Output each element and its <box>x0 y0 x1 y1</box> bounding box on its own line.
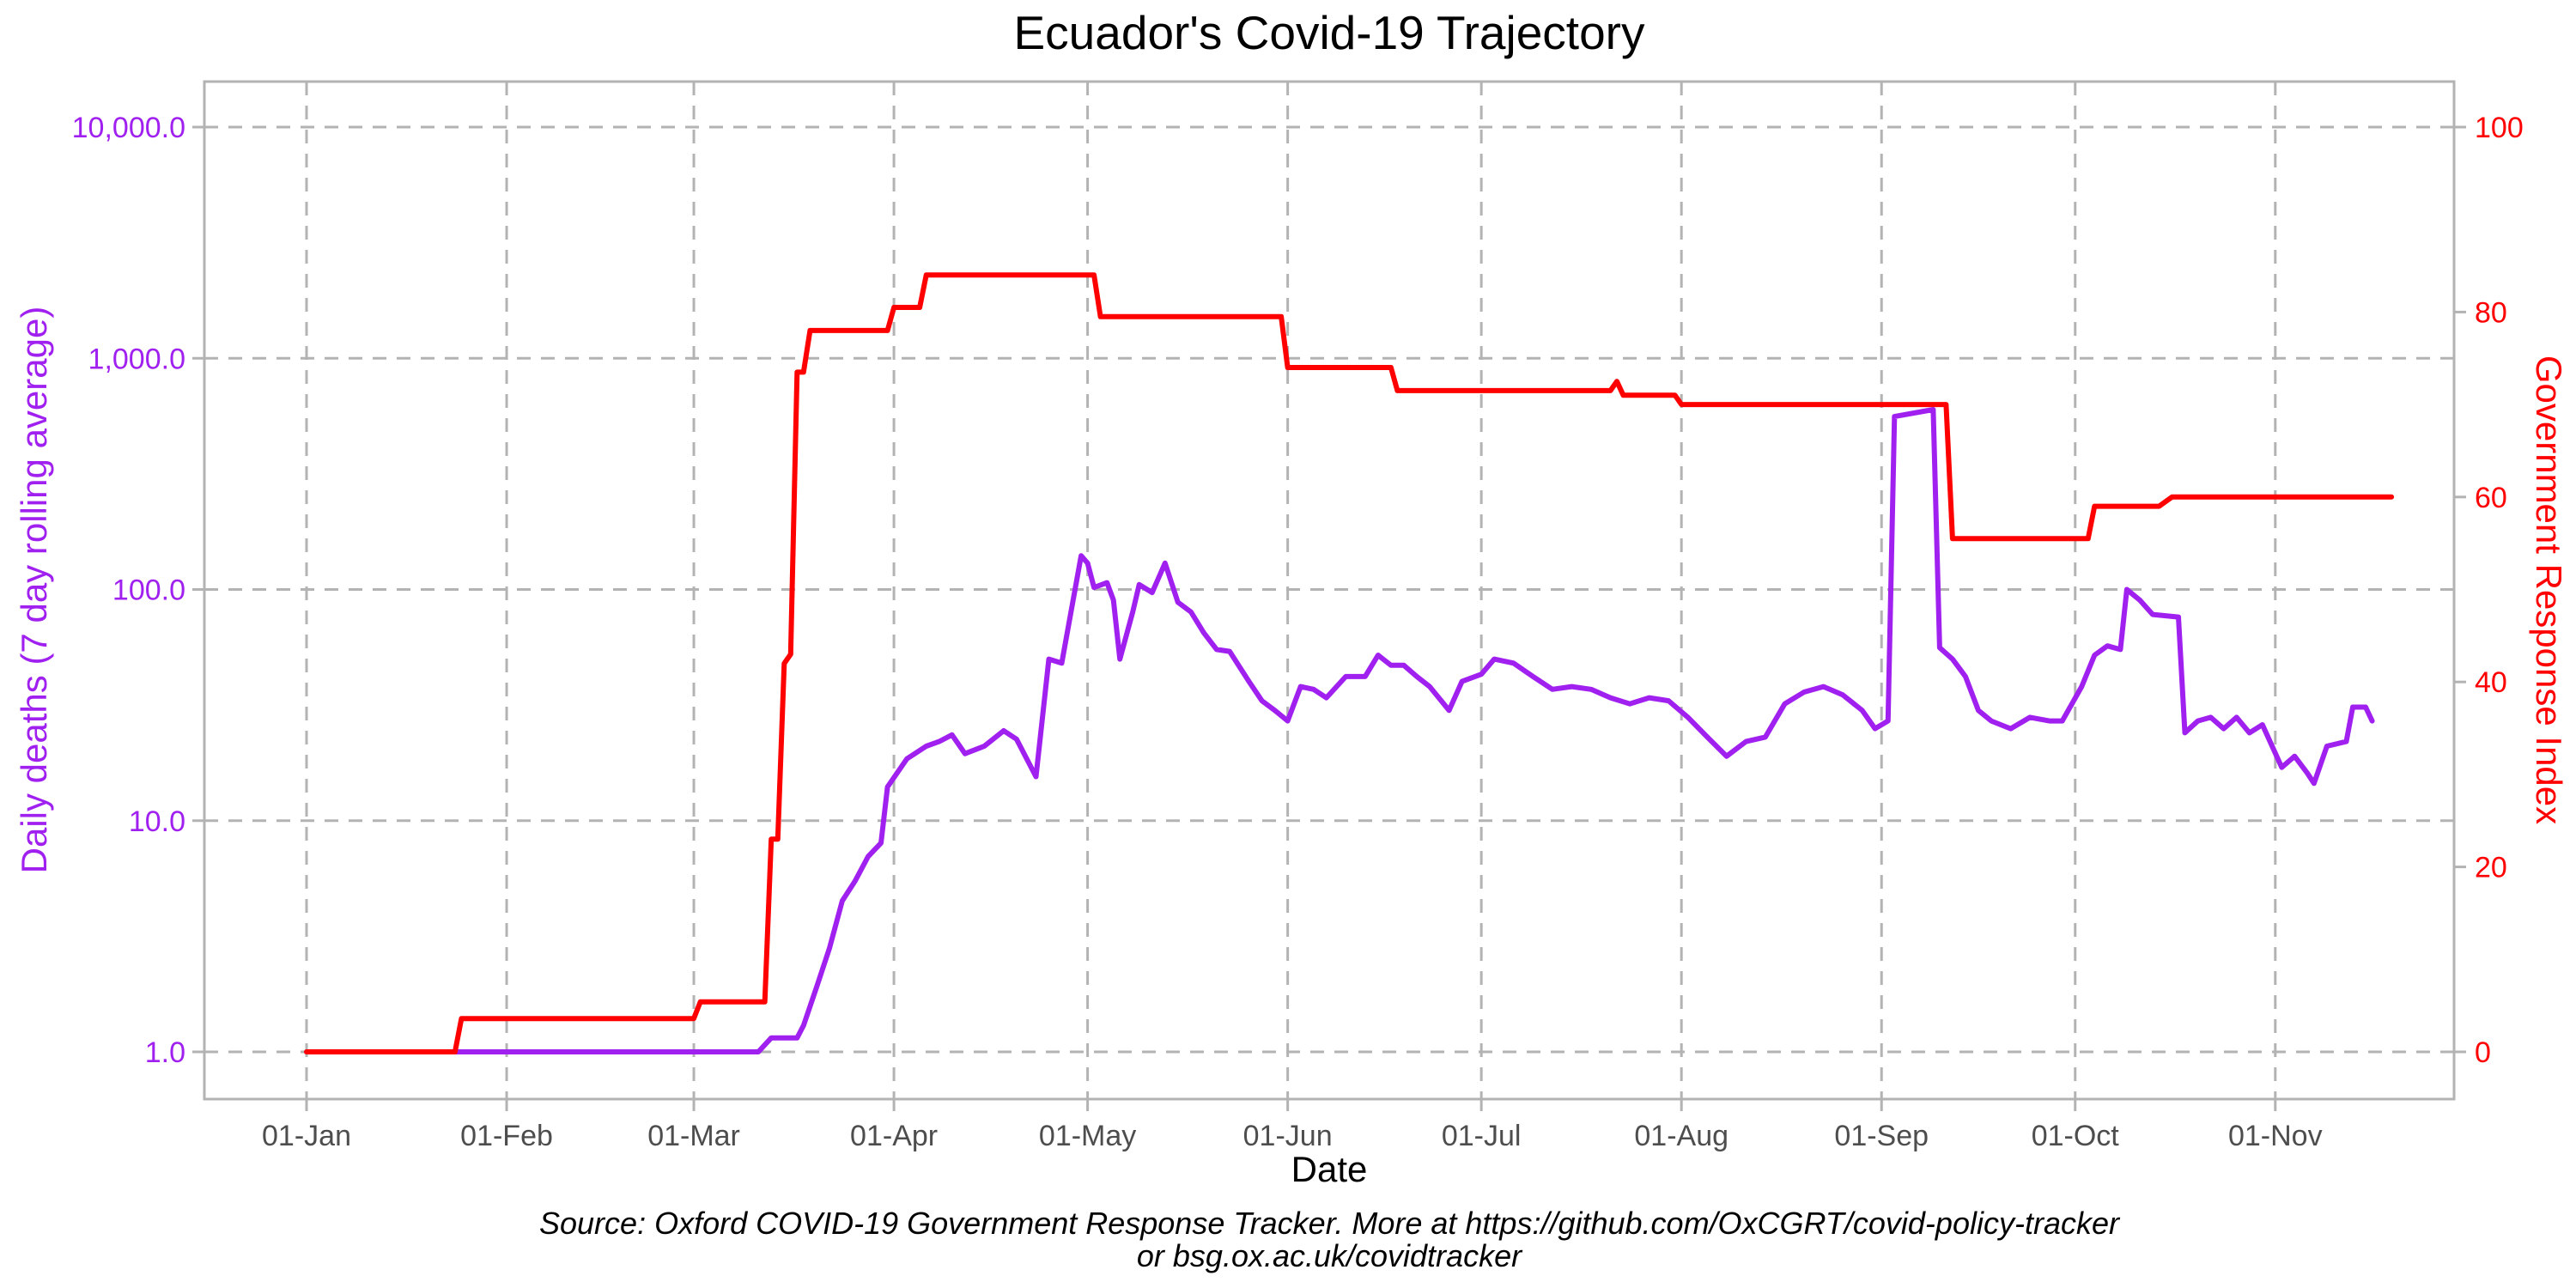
source-caption-line1: Source: Oxford COVID-19 Government Respo… <box>539 1206 2121 1241</box>
x-tick-label: 01-Mar <box>647 1120 740 1152</box>
left-tick-label: 100.0 <box>112 574 185 607</box>
x-tick-label: 01-Jan <box>262 1120 351 1152</box>
right-tick-label: 60 <box>2475 482 2507 514</box>
government-response-index-line <box>304 272 2395 1054</box>
grid <box>204 82 2454 1099</box>
x-tick-label: 01-Sep <box>1834 1120 1929 1152</box>
right-axis-title: Government Response Index <box>2529 355 2569 824</box>
left-tick-label: 1,000.0 <box>88 343 185 375</box>
right-tick-label: 40 <box>2475 666 2507 699</box>
x-tick-label: 01-Jul <box>1442 1120 1522 1152</box>
daily-deaths-line <box>304 407 2375 1054</box>
x-axis-title: Date <box>1291 1149 1368 1189</box>
left-tick-label: 1.0 <box>145 1036 185 1069</box>
x-tick-label: 01-Nov <box>2228 1120 2323 1152</box>
source-caption-line2: or bsg.ox.ac.uk/covidtracker <box>1137 1238 1523 1273</box>
chart-title: Ecuador's Covid-19 Trajectory <box>1014 6 1645 59</box>
right-tick-label: 0 <box>2475 1036 2491 1069</box>
x-tick-label: 01-Oct <box>2032 1120 2120 1152</box>
left-tick-label: 10,000.0 <box>72 112 185 144</box>
left-axis-title: Daily deaths (7 day rolling average) <box>14 307 54 874</box>
right-tick-label: 100 <box>2475 112 2524 144</box>
right-tick-label: 80 <box>2475 296 2507 329</box>
x-tick-label: 01-Aug <box>1634 1120 1728 1152</box>
left-tick-label: 10.0 <box>129 805 185 838</box>
x-tick-label: 01-May <box>1039 1120 1136 1152</box>
x-tick-label: 01-Jun <box>1243 1120 1333 1152</box>
right-tick-label: 20 <box>2475 852 2507 884</box>
x-tick-label: 01-Apr <box>850 1120 938 1152</box>
x-tick-label: 01-Feb <box>460 1120 553 1152</box>
tick-labels: 01-Jan 01-Feb 01-Mar 01-Apr 01-May 01-Jun 01-J… <box>72 112 2524 1152</box>
series-layer <box>304 272 2395 1054</box>
